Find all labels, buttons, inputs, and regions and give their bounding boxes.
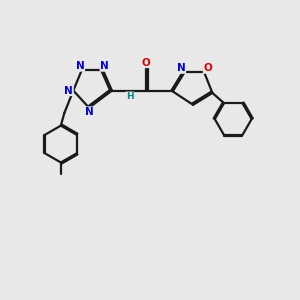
Text: N: N: [76, 61, 85, 71]
Text: N: N: [100, 61, 109, 71]
Text: N: N: [64, 85, 73, 96]
Text: O: O: [142, 58, 151, 68]
Text: O: O: [203, 63, 212, 73]
Text: H: H: [126, 92, 134, 101]
Text: N: N: [177, 63, 186, 73]
Text: N: N: [85, 107, 93, 117]
